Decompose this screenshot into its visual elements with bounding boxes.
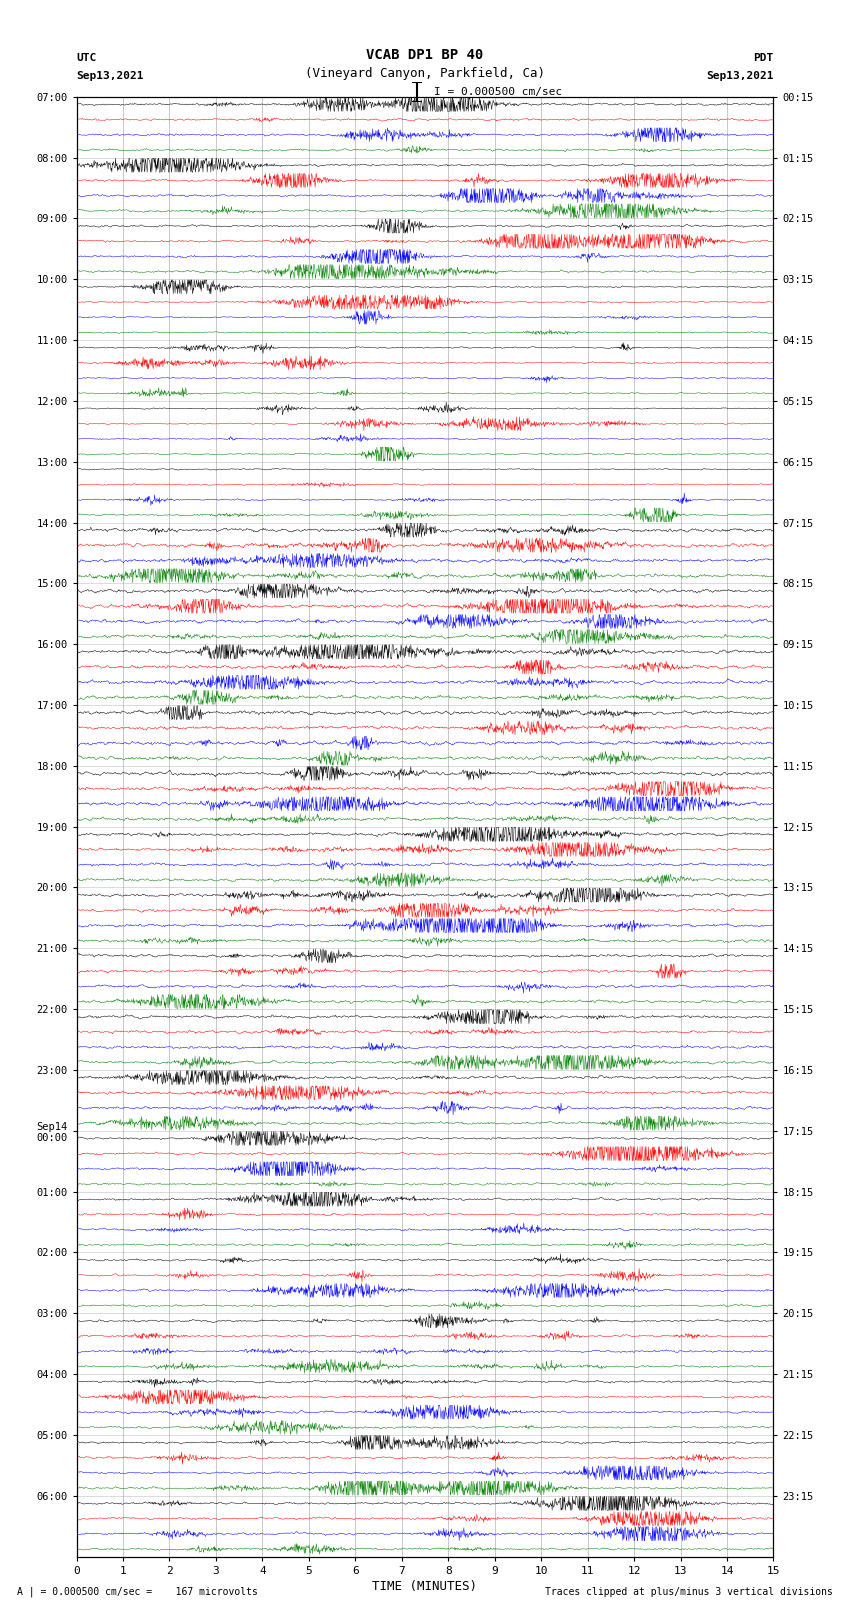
Text: Sep13,2021: Sep13,2021 [706,71,774,81]
Text: Sep13,2021: Sep13,2021 [76,71,144,81]
Text: I = 0.000500 cm/sec: I = 0.000500 cm/sec [434,87,562,97]
Text: UTC: UTC [76,53,97,63]
Text: VCAB DP1 BP 40: VCAB DP1 BP 40 [366,48,484,63]
Text: Traces clipped at plus/minus 3 vertical divisions: Traces clipped at plus/minus 3 vertical … [545,1587,833,1597]
X-axis label: TIME (MINUTES): TIME (MINUTES) [372,1579,478,1592]
Text: A | = 0.000500 cm/sec =    167 microvolts: A | = 0.000500 cm/sec = 167 microvolts [17,1586,258,1597]
Text: PDT: PDT [753,53,774,63]
Text: (Vineyard Canyon, Parkfield, Ca): (Vineyard Canyon, Parkfield, Ca) [305,66,545,79]
